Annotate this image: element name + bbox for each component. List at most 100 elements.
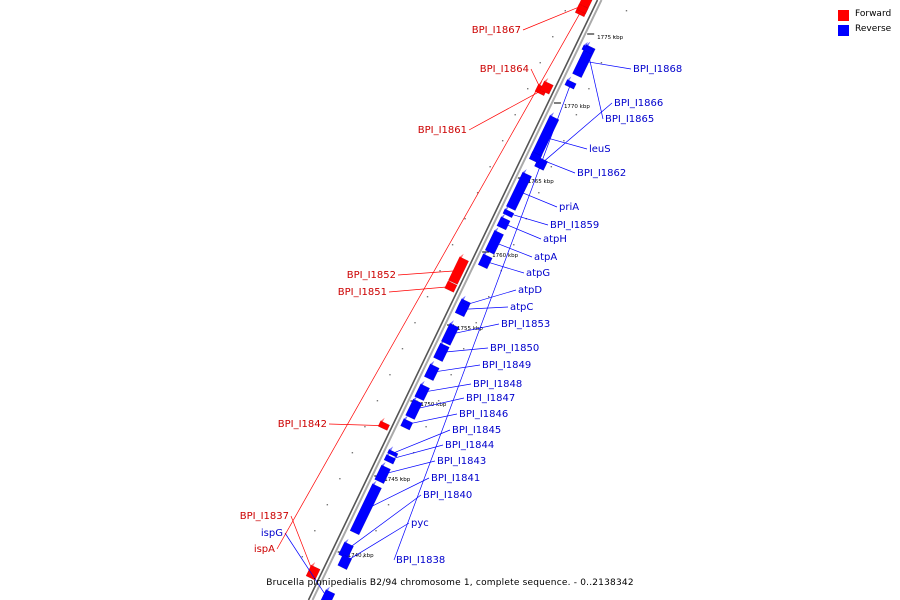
scale-tick-label: 1775 kbp bbox=[597, 35, 623, 41]
gene-leader-line bbox=[345, 494, 422, 551]
guide-dot bbox=[539, 62, 541, 64]
scale-tick-label: 1760 kbp bbox=[492, 253, 518, 259]
guide-dot bbox=[538, 192, 540, 194]
gene-leader-line bbox=[518, 191, 558, 208]
guide-dot bbox=[527, 88, 529, 90]
guide-dot bbox=[425, 426, 427, 428]
gene-leader-line bbox=[468, 87, 547, 131]
gene-label[interactable]: BPI_I1866 bbox=[614, 98, 663, 109]
guide-dot bbox=[564, 10, 566, 12]
guide-dot bbox=[501, 140, 504, 142]
gene-label[interactable]: BPI_I1853 bbox=[501, 319, 550, 330]
gene-label[interactable]: BPI_I1841 bbox=[431, 473, 480, 484]
gene-leader-line bbox=[382, 460, 436, 475]
BPI_I1850-feature-facet bbox=[433, 340, 445, 358]
gene-label[interactable]: atpC bbox=[510, 302, 533, 313]
guide-dot bbox=[476, 192, 479, 194]
atpH-feature-facet bbox=[496, 213, 506, 226]
BPI_I1852-feature-facet bbox=[448, 253, 464, 281]
BPI_I1848-feature-facet bbox=[414, 380, 425, 397]
guide-dot bbox=[600, 62, 603, 64]
axis-line-left bbox=[307, 0, 599, 600]
guide-dot bbox=[514, 114, 516, 116]
guide-dot bbox=[475, 322, 477, 324]
gene-leader-line bbox=[508, 213, 549, 226]
gene-label[interactable]: BPI_I1845 bbox=[452, 425, 501, 436]
gene-label[interactable]: BPI_I1865 bbox=[605, 114, 654, 125]
BPI_I1844-feature-facet bbox=[384, 451, 391, 460]
guide-dot bbox=[387, 504, 390, 506]
gene-leader-line bbox=[397, 270, 459, 276]
guide-dot bbox=[339, 478, 341, 480]
legend-forward: Forward bbox=[838, 9, 900, 24]
gene-label[interactable]: BPI_I1868 bbox=[633, 64, 682, 75]
BPI_I1843-feature-facet bbox=[374, 462, 386, 480]
gene-leader-line bbox=[413, 397, 465, 410]
gene-label[interactable]: BPI_I1867 bbox=[472, 25, 521, 36]
BPI_I1840-feature-facet bbox=[338, 538, 349, 555]
guide-dot bbox=[550, 166, 553, 168]
gene-label[interactable]: BPI_I1849 bbox=[482, 360, 531, 371]
leuS-feature-facet bbox=[530, 112, 554, 155]
gene-label[interactable]: BPI_I1840 bbox=[423, 490, 472, 501]
guide-dot bbox=[613, 36, 615, 38]
gene-leader-line bbox=[503, 223, 542, 240]
gene-label[interactable]: ispA bbox=[254, 544, 275, 555]
gene-label[interactable]: BPI_I1851 bbox=[338, 287, 387, 298]
guide-dot bbox=[439, 270, 441, 272]
gene-label[interactable]: BPI_I1842 bbox=[278, 419, 327, 430]
BPI_I1859-feature-facet bbox=[502, 205, 509, 214]
gene-leader-line bbox=[392, 429, 451, 454]
gene-label[interactable]: BPI_I1862 bbox=[577, 168, 626, 179]
scale-tick-label: 1770 kbp bbox=[564, 104, 590, 110]
guide-dot bbox=[451, 244, 454, 246]
sequence-caption: Brucella pinnipedialis B2/94 chromosome … bbox=[266, 578, 634, 588]
gene-leader-line bbox=[388, 286, 451, 293]
BPI_I1846-feature-facet bbox=[400, 415, 408, 426]
gene-labels: BPI_I1867 BPI_I1868 BPI_I1864 BPI_I1866 BPI_… bbox=[240, 4, 682, 599]
guide-dot bbox=[563, 140, 565, 142]
BPI_I1842-feature-facet bbox=[378, 417, 385, 427]
guide-dot bbox=[401, 348, 404, 350]
gene-label[interactable]: BPI_I1859 bbox=[550, 220, 599, 231]
gene-label[interactable]: atpD bbox=[518, 285, 542, 296]
gene-label[interactable]: atpH bbox=[543, 234, 567, 245]
gene-label[interactable]: BPI_I1847 bbox=[466, 393, 515, 404]
gene-label[interactable]: pyc bbox=[411, 518, 429, 529]
BPI_I1853-feature-facet bbox=[441, 320, 454, 342]
BPI_I1865-feature-facet bbox=[581, 41, 588, 50]
gene-label[interactable]: priA bbox=[559, 202, 579, 213]
guide-dot bbox=[489, 166, 491, 168]
gene-label[interactable]: BPI_I1844 bbox=[445, 440, 494, 451]
guide-dot bbox=[575, 114, 578, 116]
gene-label[interactable]: leuS bbox=[589, 144, 611, 155]
guide-dot bbox=[351, 452, 354, 454]
gene-label[interactable]: BPI_I1848 bbox=[473, 379, 522, 390]
axis-line-right bbox=[311, 0, 603, 600]
gene-label[interactable]: atpA bbox=[534, 252, 557, 263]
gene-leader-line bbox=[406, 413, 458, 425]
gene-label[interactable]: BPI_I1852 bbox=[347, 270, 396, 281]
gene-leader-line bbox=[544, 137, 588, 150]
gene-leader-line bbox=[583, 60, 632, 70]
gene-label[interactable]: ispG bbox=[261, 528, 283, 539]
gene-label[interactable]: BPI_I1864 bbox=[480, 64, 529, 75]
atpG-feature-facet bbox=[478, 250, 488, 265]
gene-label[interactable]: BPI_I1846 bbox=[459, 409, 508, 420]
pyc-feature-facet bbox=[337, 551, 347, 566]
guide-dot bbox=[326, 504, 329, 506]
guide-dot bbox=[462, 348, 465, 350]
gene-leader-line bbox=[530, 68, 542, 91]
forward-swatch bbox=[838, 10, 849, 21]
gene-label[interactable]: BPI_I1837 bbox=[240, 511, 289, 522]
gene-label[interactable]: BPI_I1861 bbox=[418, 125, 467, 136]
BPI_I1841-feature-facet bbox=[350, 480, 377, 531]
sequence-axis bbox=[307, 0, 603, 600]
guide-dot bbox=[513, 244, 515, 246]
gene-label[interactable]: atpG bbox=[526, 268, 550, 279]
gene-label[interactable]: BPI_I1843 bbox=[437, 456, 486, 467]
scale-tick-label: 1745 kbp bbox=[384, 477, 410, 483]
gene-label[interactable]: BPI_I1850 bbox=[490, 343, 539, 354]
gene-label[interactable]: BPI_I1838 bbox=[396, 555, 445, 566]
